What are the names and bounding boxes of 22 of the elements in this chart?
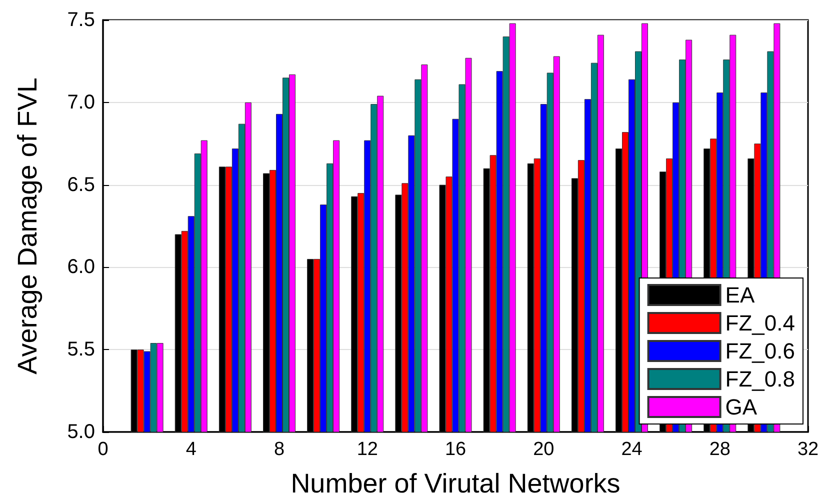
- y-tick-label: 7.0: [67, 91, 95, 114]
- y-axis-title: Average Damage of FVL: [12, 78, 42, 374]
- x-tick-label: 20: [533, 439, 554, 460]
- legend-label: EA: [725, 282, 755, 308]
- x-tick-label: 28: [709, 439, 730, 460]
- x-tick-label: 8: [274, 439, 285, 460]
- x-tick-label: 4: [186, 439, 197, 460]
- x-tick-label: 0: [98, 439, 108, 460]
- y-tick-label: 6.0: [67, 256, 95, 278]
- y-tick-label: 7.5: [67, 9, 95, 31]
- y-tick-label: 5.0: [67, 421, 95, 443]
- legend-label: GA: [725, 394, 758, 420]
- legend-label: FZ_0.8: [725, 366, 796, 392]
- y-tick-label: 5.5: [67, 338, 95, 361]
- y-tick-label: 6.5: [67, 174, 95, 196]
- x-tick-label: 16: [444, 439, 466, 460]
- x-tick-label: 24: [621, 439, 643, 460]
- legend-label: FZ_0.6: [725, 338, 796, 364]
- x-tick-label: 32: [797, 439, 819, 460]
- x-tick-label: 12: [356, 439, 378, 460]
- x-axis-title: Number of Virutal Networks: [290, 468, 620, 498]
- legend-label: FZ_0.4: [725, 310, 796, 336]
